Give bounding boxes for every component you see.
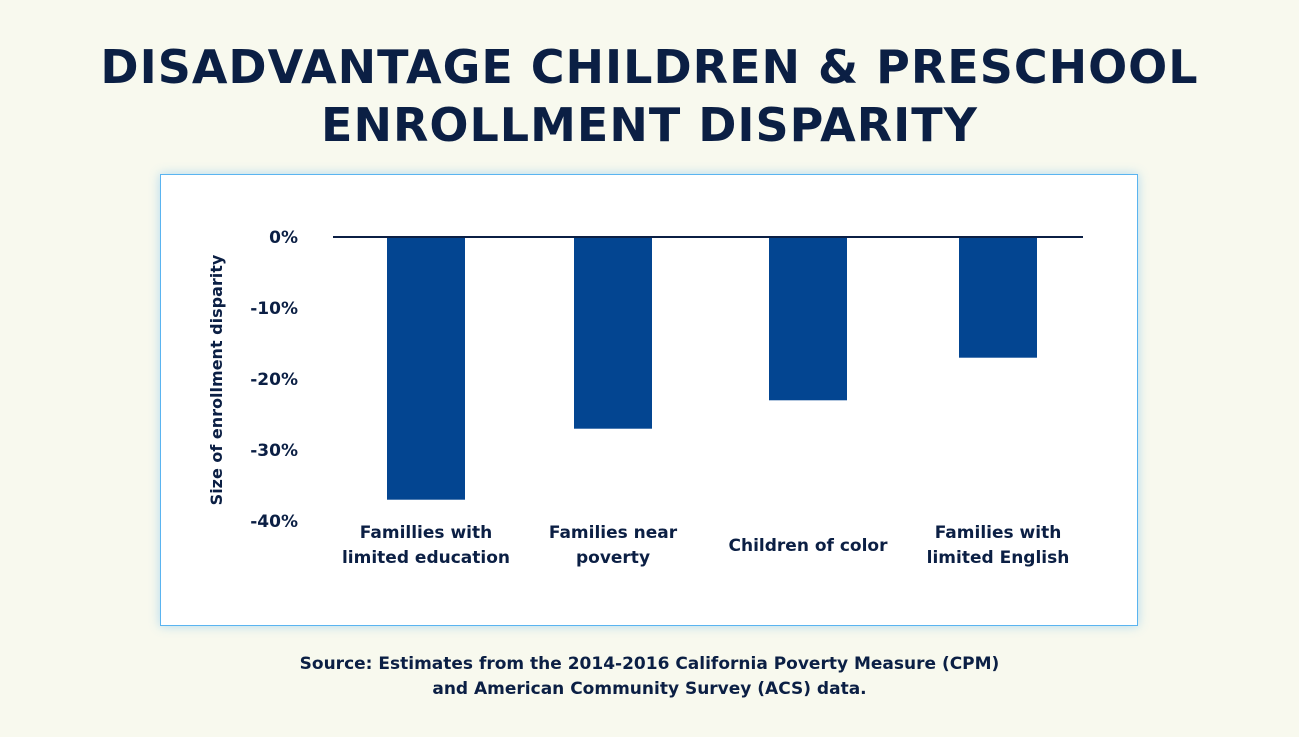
source-line-2: and American Community Survey (ACS) data… bbox=[432, 679, 867, 699]
source-note: Source: Estimates from the 2014-2016 Cal… bbox=[0, 652, 1299, 702]
y-tick-label: -10% bbox=[250, 299, 298, 319]
y-tick-label: -40% bbox=[250, 512, 298, 532]
y-tick-label: -30% bbox=[250, 441, 298, 461]
y-tick-label: -20% bbox=[250, 370, 298, 390]
x-category-label: Families near bbox=[549, 523, 678, 543]
bar bbox=[574, 237, 652, 429]
bar bbox=[959, 237, 1037, 358]
chart-title: DISADVANTAGE CHILDREN & PRESCHOOL ENROLL… bbox=[0, 38, 1299, 154]
bar bbox=[769, 237, 847, 401]
source-line-1: Source: Estimates from the 2014-2016 Cal… bbox=[299, 654, 1000, 674]
y-tick-label: 0% bbox=[269, 228, 298, 248]
y-axis-label: Size of enrollment disparity bbox=[207, 254, 226, 505]
title-line-2: ENROLLMENT DISPARITY bbox=[321, 98, 978, 152]
x-category-label: limited education bbox=[342, 548, 510, 568]
x-category-label: Families with bbox=[935, 523, 1062, 543]
x-category-label: poverty bbox=[576, 548, 650, 568]
x-category-label: limited English bbox=[927, 548, 1070, 568]
title-line-1: DISADVANTAGE CHILDREN & PRESCHOOL bbox=[100, 40, 1199, 94]
x-category-label: Famillies with bbox=[360, 523, 492, 543]
x-category-label: Children of color bbox=[729, 536, 889, 556]
bar bbox=[387, 237, 465, 500]
